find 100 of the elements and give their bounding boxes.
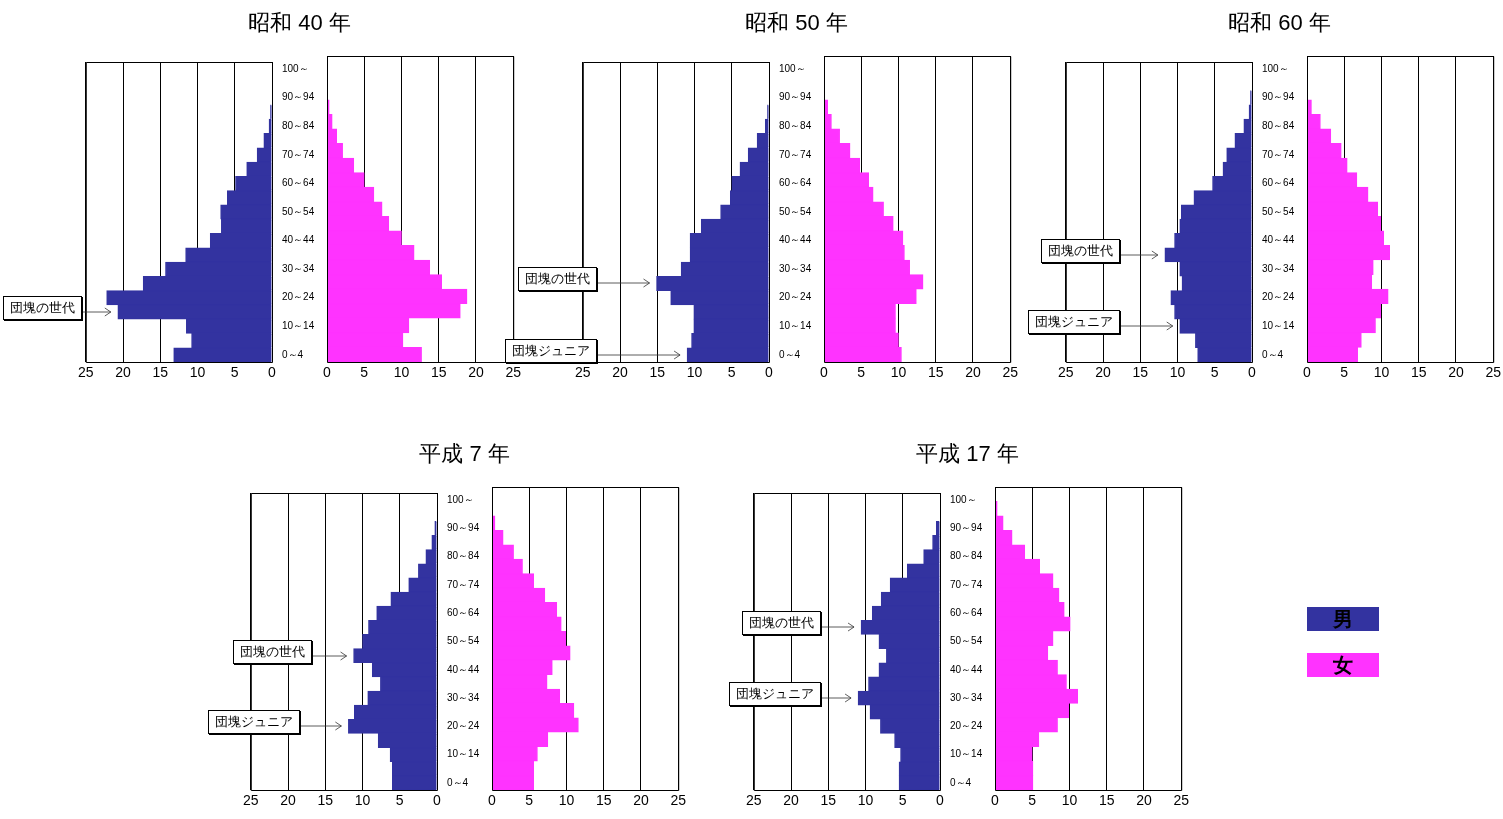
x-tick-label: 0 — [1248, 364, 1257, 381]
x-tick-label: 25 — [575, 364, 591, 381]
x-tick-label: 0 — [268, 364, 277, 381]
y-tick-label: 100～ — [1262, 62, 1289, 74]
y-tick-label: 10～14 — [447, 748, 480, 760]
x-tick-label: 20 — [1136, 792, 1152, 809]
y-tick-label: 60～64 — [950, 606, 983, 618]
x-tick-label: 15 — [595, 792, 612, 809]
y-tick-label: 50～54 — [447, 635, 480, 647]
y-tick-label: 50～54 — [779, 205, 812, 217]
x-tick-label: 20 — [965, 364, 981, 381]
y-tick-label: 50～54 — [950, 635, 983, 647]
x-tick-label: 10 — [1169, 364, 1186, 381]
x-tick-label: 5 — [857, 364, 866, 381]
y-tick-label: 60～64 — [282, 177, 315, 189]
y-tick-label: 60～64 — [447, 606, 480, 618]
x-tick-label: 20 — [468, 364, 484, 381]
y-tick-label: 100～ — [779, 62, 806, 74]
x-tick-label: 20 — [633, 792, 649, 809]
x-tick-label: 10 — [393, 364, 410, 381]
x-tick-label: 15 — [430, 364, 447, 381]
y-tick-label: 70～74 — [282, 148, 315, 160]
x-tick-label: 5 — [360, 364, 369, 381]
y-tick-label: 90～94 — [282, 91, 315, 103]
x-tick-label: 5 — [230, 364, 239, 381]
y-tick-label: 20～24 — [1262, 291, 1295, 303]
text: 男 — [1307, 607, 1379, 631]
x-tick-label: 0 — [1303, 364, 1312, 381]
annotation: 団塊の世代 — [233, 639, 312, 664]
x-tick-label: 15 — [1098, 792, 1115, 809]
y-tick-label: 0～4 — [1262, 348, 1284, 360]
y-tick-label: 90～94 — [1262, 91, 1295, 103]
chart-title: 昭和 60 年 — [1227, 9, 1332, 37]
x-tick-label: 0 — [323, 364, 332, 381]
x-tick-label: 10 — [189, 364, 206, 381]
y-tick-label: 30～34 — [282, 262, 315, 274]
x-tick-label: 5 — [898, 792, 907, 809]
y-tick-label: 70～74 — [779, 148, 812, 160]
y-tick-label: 20～24 — [950, 720, 983, 732]
y-tick-label: 40～44 — [447, 663, 480, 675]
x-tick-label: 10 — [857, 792, 874, 809]
x-tick-label: 10 — [1061, 792, 1078, 809]
y-tick-label: 30～34 — [779, 262, 812, 274]
annotation: 団塊ジュニア — [505, 338, 597, 363]
y-tick-label: 50～54 — [282, 205, 315, 217]
x-tick-label: 10 — [686, 364, 703, 381]
y-tick-label: 60～64 — [1262, 177, 1295, 189]
x-tick-label: 15 — [1132, 364, 1149, 381]
x-tick-label: 25 — [1058, 364, 1074, 381]
x-tick-label: 10 — [890, 364, 907, 381]
text: 団塊の世代 — [3, 296, 82, 320]
y-tick-label: 80～84 — [779, 120, 812, 132]
y-tick-label: 0～4 — [779, 348, 801, 360]
y-tick-label: 40～44 — [779, 234, 812, 246]
x-tick-label: 25 — [1002, 364, 1019, 381]
y-tick-label: 40～44 — [1262, 234, 1295, 246]
y-tick-label: 80～84 — [950, 550, 983, 562]
x-tick-label: 5 — [1028, 792, 1037, 809]
y-tick-label: 100～ — [282, 62, 309, 74]
y-tick-label: 30～34 — [447, 691, 480, 703]
y-tick-label: 20～24 — [779, 291, 812, 303]
x-tick-label: 25 — [1173, 792, 1190, 809]
x-tick-label: 20 — [1448, 364, 1464, 381]
y-tick-label: 90～94 — [447, 522, 480, 534]
x-tick-label: 25 — [243, 792, 259, 809]
x-tick-label: 10 — [1373, 364, 1390, 381]
y-tick-label: 100～ — [950, 493, 977, 505]
x-tick-label: 5 — [1210, 364, 1219, 381]
y-tick-label: 10～14 — [950, 748, 983, 760]
x-tick-label: 5 — [1340, 364, 1349, 381]
y-tick-label: 0～4 — [950, 776, 972, 788]
y-tick-label: 80～84 — [282, 120, 315, 132]
y-tick-label: 30～34 — [1262, 262, 1295, 274]
y-tick-label: 20～24 — [282, 291, 315, 303]
x-tick-label: 5 — [525, 792, 534, 809]
text: 女 — [1307, 653, 1379, 677]
y-tick-label: 30～34 — [950, 691, 983, 703]
chart-title: 昭和 40 年 — [247, 9, 352, 37]
x-tick-label: 25 — [1485, 364, 1502, 381]
x-tick-label: 0 — [991, 792, 1000, 809]
y-tick-label: 10～14 — [779, 320, 812, 332]
x-tick-label: 20 — [280, 792, 297, 809]
x-tick-label: 15 — [649, 364, 666, 381]
y-tick-label: 90～94 — [779, 91, 812, 103]
x-tick-label: 5 — [395, 792, 404, 809]
y-tick-label: 40～44 — [950, 663, 983, 675]
y-tick-label: 70～74 — [950, 578, 983, 590]
x-tick-label: 0 — [433, 792, 442, 809]
annotation: 団塊ジュニア — [729, 682, 821, 707]
x-tick-label: 10 — [558, 792, 575, 809]
x-tick-label: 20 — [612, 364, 629, 381]
annotation: 団塊の世代 — [742, 611, 821, 636]
chart-title: 平成 7 年 — [418, 440, 511, 468]
y-tick-label: 90～94 — [950, 522, 983, 534]
x-tick-label: 25 — [505, 364, 522, 381]
x-tick-label: 15 — [152, 364, 169, 381]
chart-title: 昭和 50 年 — [744, 9, 849, 37]
y-tick-label: 10～14 — [1262, 320, 1295, 332]
x-tick-label: 25 — [670, 792, 687, 809]
y-tick-label: 10～14 — [282, 320, 315, 332]
